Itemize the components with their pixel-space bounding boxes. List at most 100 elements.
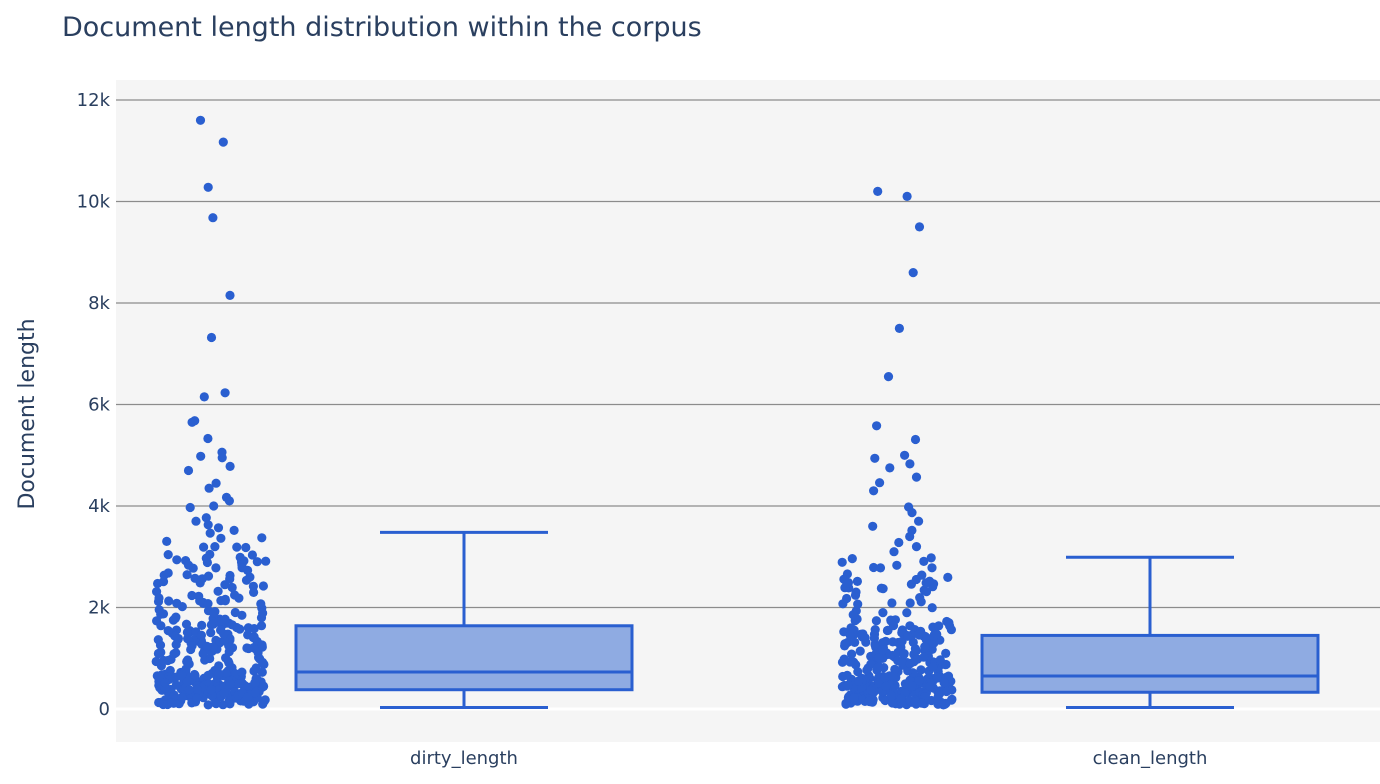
data-point — [882, 625, 893, 636]
data-point — [213, 586, 223, 596]
data-point — [176, 671, 186, 681]
data-point — [164, 596, 174, 606]
data-point — [196, 630, 206, 640]
y-tick-label: 10k — [77, 192, 111, 213]
data-point — [206, 628, 216, 638]
outlier-point — [203, 520, 213, 530]
outlier-point — [900, 450, 910, 460]
data-point — [216, 533, 226, 543]
data-point — [202, 641, 212, 652]
data-point — [902, 608, 912, 618]
data-point — [241, 542, 251, 553]
data-point — [225, 574, 235, 584]
data-point — [864, 696, 874, 707]
outlier-point — [185, 502, 195, 513]
data-point — [845, 630, 855, 641]
data-point — [211, 699, 221, 709]
data-point — [851, 587, 861, 597]
data-point — [171, 648, 181, 658]
outlier-point — [908, 268, 918, 278]
data-point — [892, 560, 902, 570]
outlier-point — [203, 182, 213, 192]
data-point — [232, 622, 242, 633]
outlier-point — [911, 472, 922, 482]
data-point — [919, 652, 929, 662]
outlier-point — [209, 501, 219, 511]
data-point — [203, 670, 213, 681]
y-tick-label: 0 — [99, 699, 110, 720]
box-traces — [294, 530, 1320, 709]
outlier-point — [218, 137, 228, 147]
data-point — [192, 693, 202, 703]
data-point — [167, 698, 177, 708]
jitter-points — [151, 115, 957, 710]
outlier-point — [204, 483, 214, 493]
data-point — [250, 678, 260, 688]
data-point — [878, 584, 888, 594]
data-point — [172, 598, 182, 608]
data-point — [257, 657, 268, 667]
y-tick-label: 12k — [77, 90, 111, 111]
data-point — [905, 598, 915, 608]
data-point — [256, 599, 266, 609]
data-point — [177, 692, 187, 703]
outlier-point — [905, 531, 915, 542]
data-point — [919, 556, 929, 567]
data-point — [206, 620, 216, 630]
data-point — [187, 590, 197, 601]
y-tick-label: 4k — [88, 496, 110, 517]
outlier-point — [873, 186, 883, 196]
data-point — [156, 621, 166, 631]
data-point — [163, 550, 173, 560]
data-point — [853, 599, 863, 609]
data-point — [190, 573, 200, 583]
data-point — [256, 621, 267, 631]
data-point — [921, 587, 932, 597]
data-point — [209, 608, 219, 618]
data-point — [878, 608, 888, 618]
data-point — [219, 688, 229, 698]
data-point — [248, 581, 258, 591]
data-point — [195, 596, 205, 606]
data-point — [842, 670, 852, 681]
outlier-point — [196, 451, 206, 461]
data-point — [170, 631, 180, 641]
outlier-point — [220, 388, 230, 398]
data-point — [908, 637, 918, 648]
data-point — [199, 542, 209, 552]
data-point — [225, 679, 235, 689]
data-point — [223, 656, 233, 667]
outlier-point — [211, 478, 221, 488]
data-point — [847, 554, 857, 564]
data-point — [151, 656, 161, 667]
outlier-point — [201, 513, 211, 523]
outlier-point — [910, 434, 921, 445]
outlier-point — [191, 516, 201, 526]
data-point — [880, 695, 890, 706]
outlier-point — [889, 547, 899, 557]
data-point — [203, 599, 213, 609]
data-point — [162, 536, 172, 547]
outlier-point — [905, 459, 915, 469]
data-point — [837, 557, 847, 567]
data-point — [871, 616, 882, 626]
data-point — [241, 575, 252, 585]
outlier-point — [875, 478, 885, 488]
data-point — [917, 698, 927, 708]
data-point — [189, 669, 200, 680]
outlier-point — [883, 372, 894, 382]
data-point — [261, 556, 271, 566]
data-point — [914, 629, 924, 639]
data-point — [907, 681, 917, 691]
data-point — [906, 579, 917, 589]
data-point — [198, 649, 208, 659]
data-point — [903, 666, 913, 676]
data-point — [230, 607, 240, 618]
outlier-point — [894, 537, 904, 548]
data-point — [926, 553, 936, 563]
data-point — [259, 681, 269, 692]
data-point — [928, 662, 938, 672]
data-point — [866, 685, 876, 695]
data-point — [258, 581, 268, 591]
y-tick-label: 2k — [88, 598, 110, 619]
